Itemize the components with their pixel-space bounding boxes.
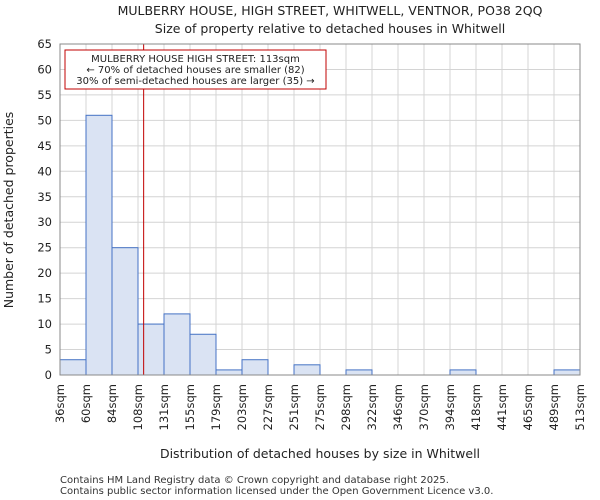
y-tick-label: 65 <box>37 37 52 51</box>
x-tick-label: 36sqm <box>53 384 67 423</box>
x-tick-label: 394sqm <box>443 384 457 430</box>
y-tick-label: 25 <box>37 241 52 255</box>
histogram-bar <box>111 247 139 376</box>
y-tick-label: 40 <box>37 164 52 178</box>
footer-line-2: Contains public sector information licen… <box>60 486 493 497</box>
y-axis-ticks: 0 5 10 15 20 25 30 35 40 45 50 55 60 65 <box>37 37 52 382</box>
histogram-bar <box>85 114 113 376</box>
y-tick-label: 5 <box>45 343 52 357</box>
histogram-bar <box>215 369 243 376</box>
plot-frame <box>59 43 581 376</box>
x-tick-label: 441sqm <box>495 384 509 430</box>
x-tick-label: 465sqm <box>521 384 535 430</box>
histogram-bar <box>59 359 87 376</box>
y-tick-label: 55 <box>37 88 52 102</box>
chart-subtitle: Size of property relative to detached ho… <box>155 21 505 36</box>
y-tick-label: 30 <box>37 215 52 229</box>
annotation-box: MULBERRY HOUSE HIGH STREET: 113sqm ← 70%… <box>64 49 327 90</box>
x-tick-label: 203sqm <box>235 384 249 430</box>
x-tick-label: 298sqm <box>339 384 353 430</box>
annotation-line-1: MULBERRY HOUSE HIGH STREET: 113sqm <box>91 54 300 65</box>
x-tick-label: 227sqm <box>261 384 275 430</box>
x-tick-label: 108sqm <box>131 384 145 430</box>
chart-title: MULBERRY HOUSE, HIGH STREET, WHITWELL, V… <box>118 3 543 18</box>
x-tick-label: 131sqm <box>157 384 171 430</box>
x-tick-label: 322sqm <box>365 384 379 430</box>
x-tick-label: 84sqm <box>105 384 119 423</box>
histogram-bar <box>137 323 165 376</box>
y-tick-label: 10 <box>37 317 52 331</box>
histogram-bar <box>189 333 217 376</box>
x-axis-label: Distribution of detached houses by size … <box>160 446 480 461</box>
x-tick-label: 513sqm <box>573 384 587 430</box>
x-tick-label: 155sqm <box>183 384 197 430</box>
x-tick-label: 418sqm <box>469 384 483 430</box>
x-tick-label: 179sqm <box>209 384 223 430</box>
annotation-line-3: 30% of semi-detached houses are larger (… <box>76 76 314 87</box>
y-tick-label: 45 <box>37 139 52 153</box>
histogram-bar <box>293 364 321 376</box>
annotation-line-2: ← 70% of detached houses are smaller (82… <box>86 65 304 76</box>
y-axis-label: Number of detached properties <box>1 112 16 309</box>
histogram-bar <box>241 359 269 376</box>
footer-line-1: Contains HM Land Registry data © Crown c… <box>60 475 449 486</box>
bars <box>59 114 581 376</box>
y-tick-label: 50 <box>37 113 52 127</box>
histogram-bar <box>163 313 191 376</box>
x-tick-label: 370sqm <box>417 384 431 430</box>
histogram-bar <box>449 369 477 376</box>
y-tick-label: 0 <box>45 368 52 382</box>
y-tick-label: 35 <box>37 190 52 204</box>
y-tick-label: 15 <box>37 292 52 306</box>
y-tick-label: 60 <box>37 62 52 76</box>
x-axis-ticks: 36sqm 60sqm 84sqm 108sqm 131sqm 155sqm 179sqm 2… <box>53 384 587 430</box>
histogram-bar <box>345 369 373 376</box>
x-tick-label: 60sqm <box>79 384 93 423</box>
x-tick-label: 489sqm <box>547 384 561 430</box>
histogram-bar <box>553 369 581 376</box>
y-tick-label: 20 <box>37 266 52 280</box>
x-tick-label: 275sqm <box>313 384 327 430</box>
x-tick-label: 346sqm <box>391 384 405 430</box>
x-tick-label: 251sqm <box>287 384 301 430</box>
annotation-frame <box>64 49 327 90</box>
